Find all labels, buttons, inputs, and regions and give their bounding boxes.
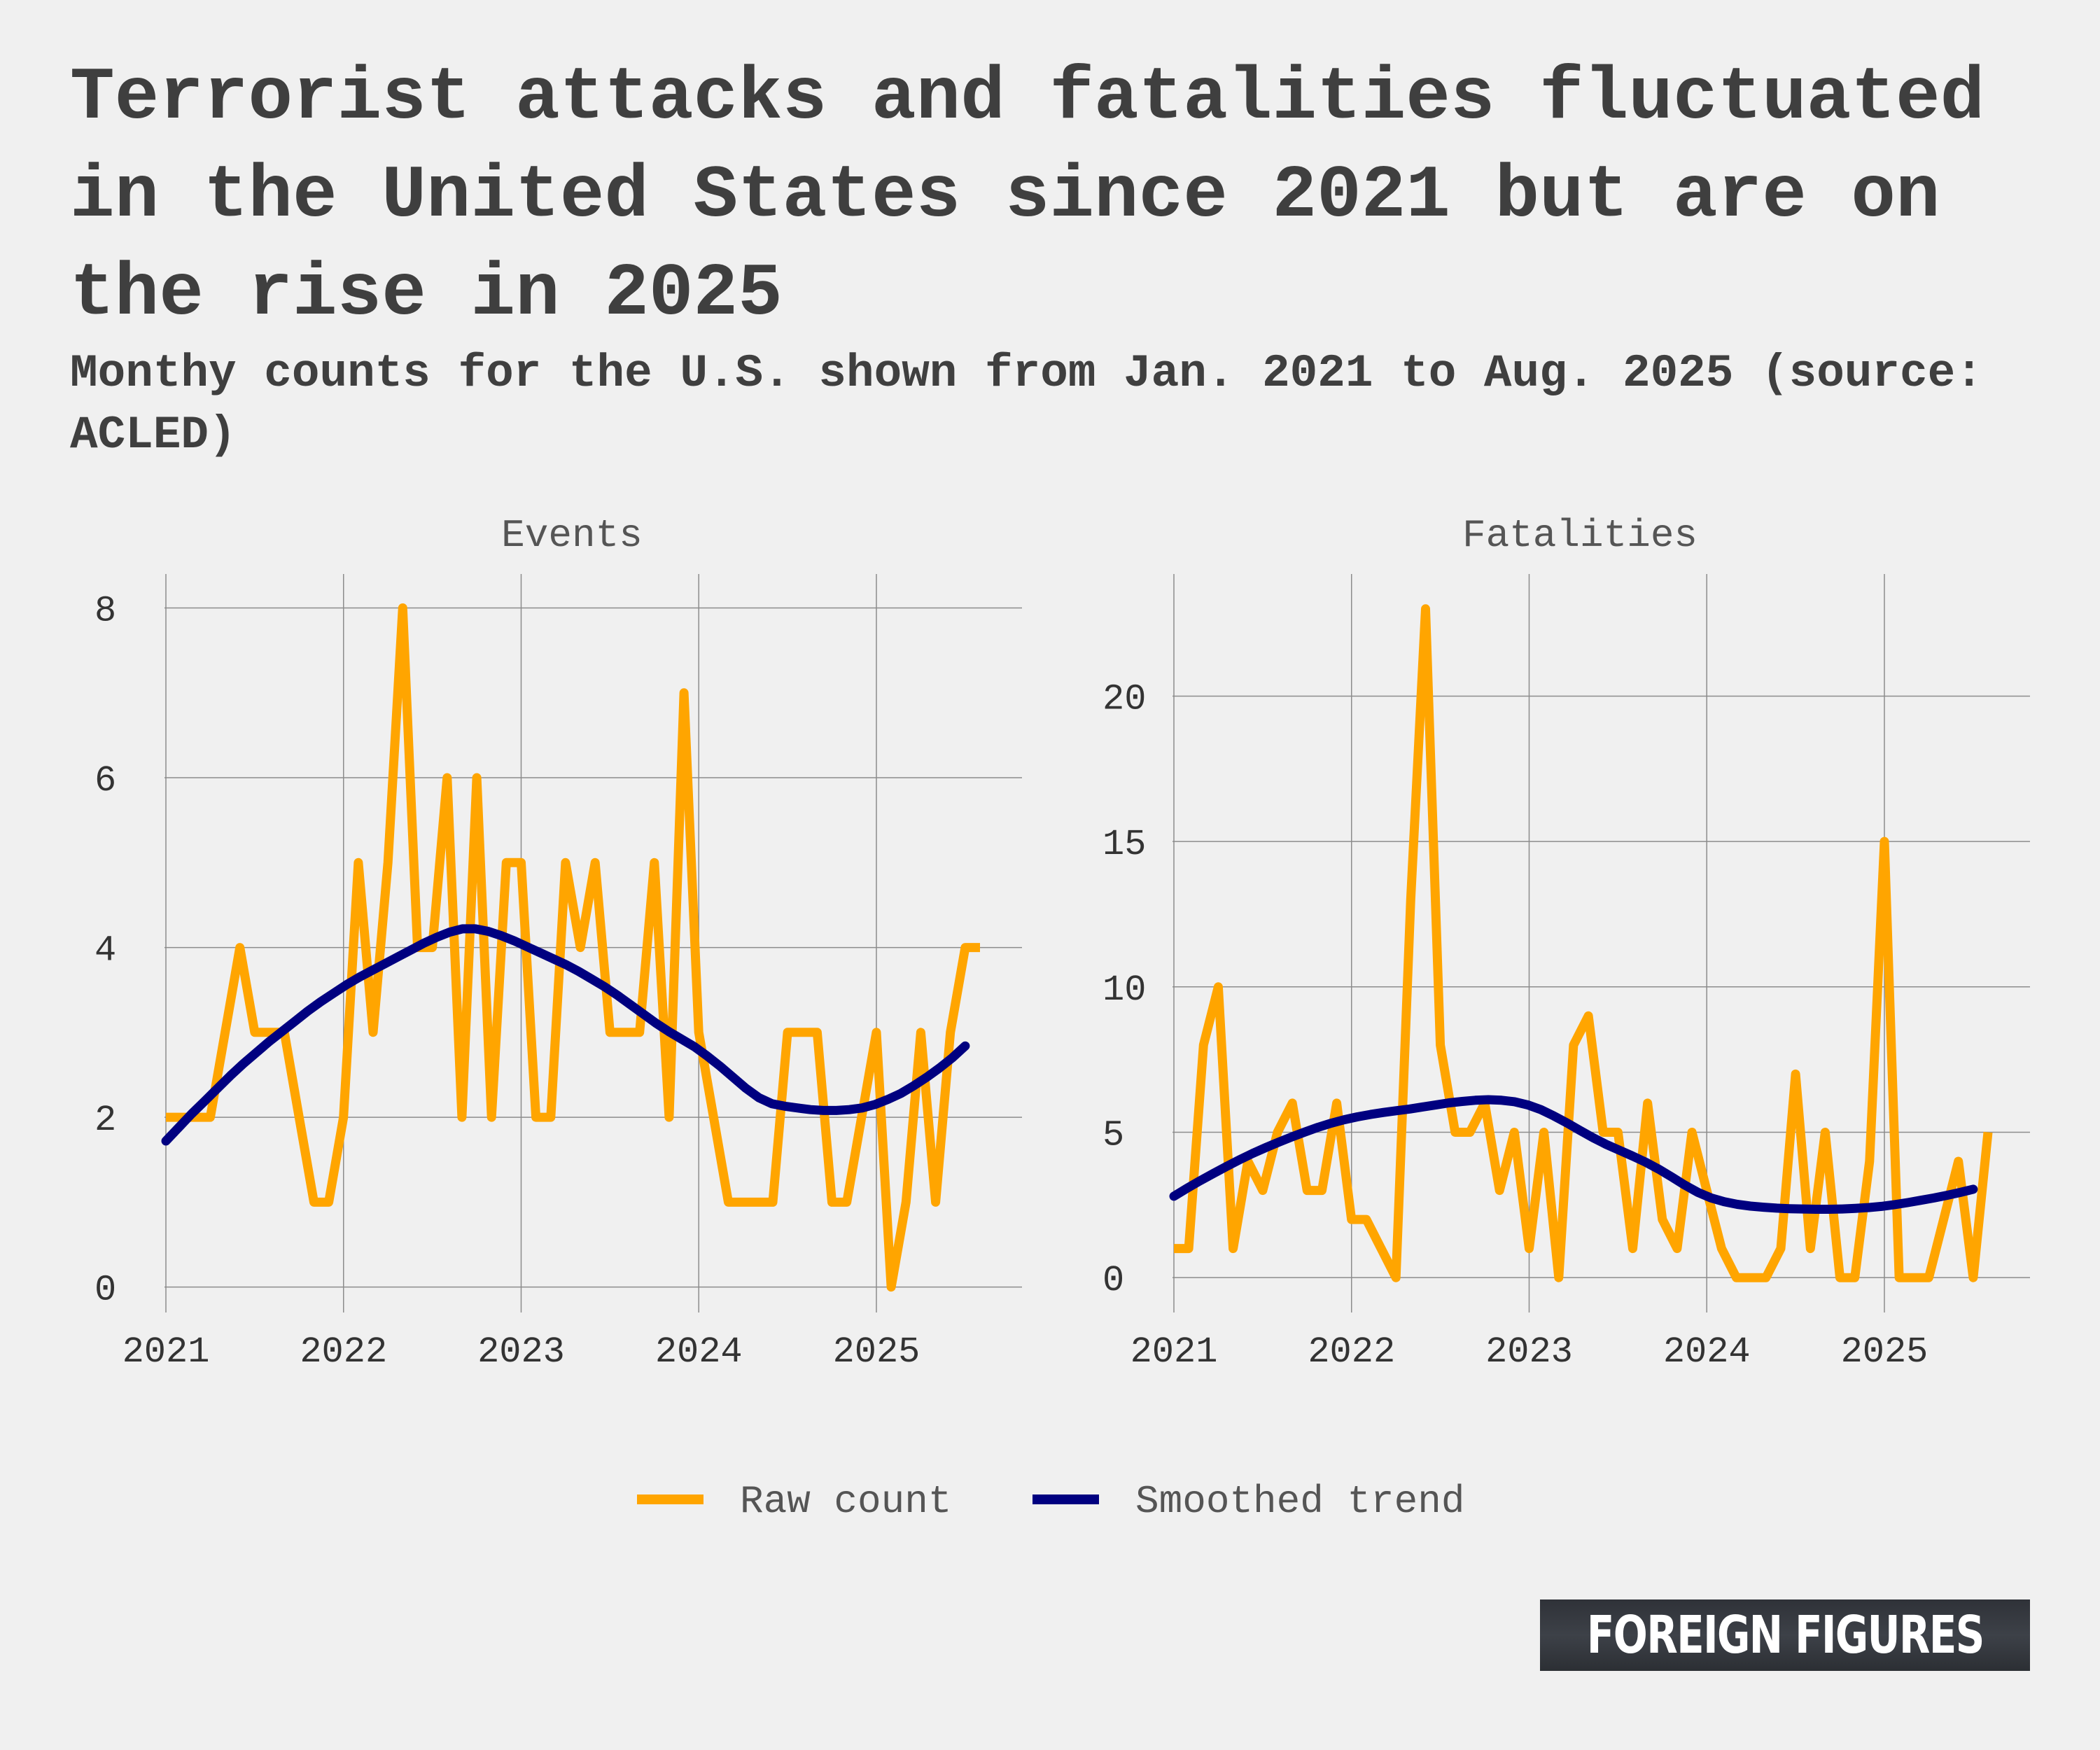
y-tick-label: 0 [94,1270,116,1311]
brand-logo: FOREIGN FIGURES [1540,1600,2030,1671]
brand-logo-text: FOREIGN FIGURES [1586,1605,1984,1665]
y-tick-label: 10 [1102,969,1146,1011]
x-tick-label: 2025 [833,1331,920,1373]
x-tick-label: 2021 [122,1331,210,1373]
x-tick-label: 2023 [477,1331,565,1373]
chart-title: Terrorist attacks and fatalities fluctua… [70,56,1985,336]
raw-count-line [1174,604,1993,1282]
smoothed-trend-line [161,924,970,1146]
y-tick-label: 6 [94,760,116,802]
chart-subtitle: Monthy counts for the U.S. shown from Ja… [70,347,1983,461]
y-tick-label: 4 [94,930,116,972]
panel-title: Fatalities [1462,513,1698,558]
smoothed-trend-line [1169,1095,1978,1214]
legend-raw-label: Raw count [740,1479,951,1524]
x-tick-label: 2025 [1841,1331,1928,1373]
y-tick-label: 0 [1102,1260,1124,1301]
x-tick-label: 2021 [1130,1331,1218,1373]
fatalities-panel: Fatalities 0 5 10 15 20 2021 2022 2023 2024 2025 [1102,513,2030,1373]
events-panel: Events 0 2 4 6 8 2021 2022 2023 2024 2025 [94,513,1022,1373]
x-tick-label: 2022 [1308,1331,1395,1373]
raw-count-line [166,603,980,1292]
y-tick-label: 20 [1102,678,1146,720]
x-tick-label: 2022 [300,1331,387,1373]
panel-title: Events [501,513,643,558]
legend: Raw count Smoothed trend [637,1479,1464,1524]
y-tick-label: 5 [1102,1114,1124,1156]
y-tick-label: 8 [94,591,116,632]
x-tick-label: 2023 [1485,1331,1573,1373]
x-tick-label: 2024 [1663,1331,1751,1373]
x-tick-label: 2024 [655,1331,743,1373]
legend-smoothed-label: Smoothed trend [1135,1479,1464,1524]
y-tick-label: 15 [1102,824,1146,865]
y-tick-label: 2 [94,1100,116,1141]
